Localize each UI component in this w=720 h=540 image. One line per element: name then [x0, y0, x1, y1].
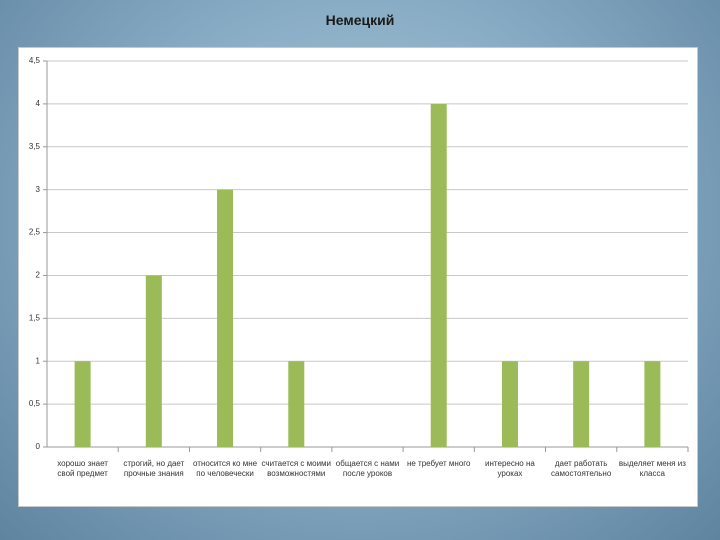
x-tick-label: строгий, но дает прочные знания: [123, 459, 185, 478]
y-tick-label: 1,5: [29, 313, 41, 322]
x-tick-label: считается с моими возможностями: [261, 459, 332, 478]
y-tick-label: 0: [36, 442, 41, 451]
y-tick-label: 3: [36, 185, 41, 194]
bar: [288, 361, 305, 447]
y-tick-label: 4,5: [29, 56, 41, 65]
bar: [74, 361, 91, 447]
bar: [501, 361, 518, 447]
x-tick-label: хорошо знает свой предмет: [57, 459, 108, 478]
y-tick-label: 1: [36, 356, 41, 365]
chart-title: Немецкий: [325, 12, 395, 28]
y-tick-label: 4: [36, 99, 41, 108]
bar: [145, 275, 162, 447]
y-tick-label: 0,5: [29, 399, 41, 408]
x-tick-label: интересно на уроках: [485, 459, 535, 478]
x-tick-label: относится ко мне по человечески: [193, 459, 258, 478]
bar: [573, 361, 590, 447]
x-tick-label: общается с нами после уроков: [335, 459, 400, 478]
y-tick-label: 2: [36, 271, 41, 280]
x-tick-label: выделяет меня из класса: [618, 459, 686, 478]
x-tick-label: не требует много: [406, 459, 471, 468]
bar: [430, 103, 447, 447]
bar: [217, 189, 234, 447]
x-tick-label: дает работать самостоятельно: [551, 459, 612, 478]
bar: [644, 361, 661, 447]
y-tick-label: 2,5: [29, 228, 41, 237]
y-tick-label: 3,5: [29, 142, 41, 151]
